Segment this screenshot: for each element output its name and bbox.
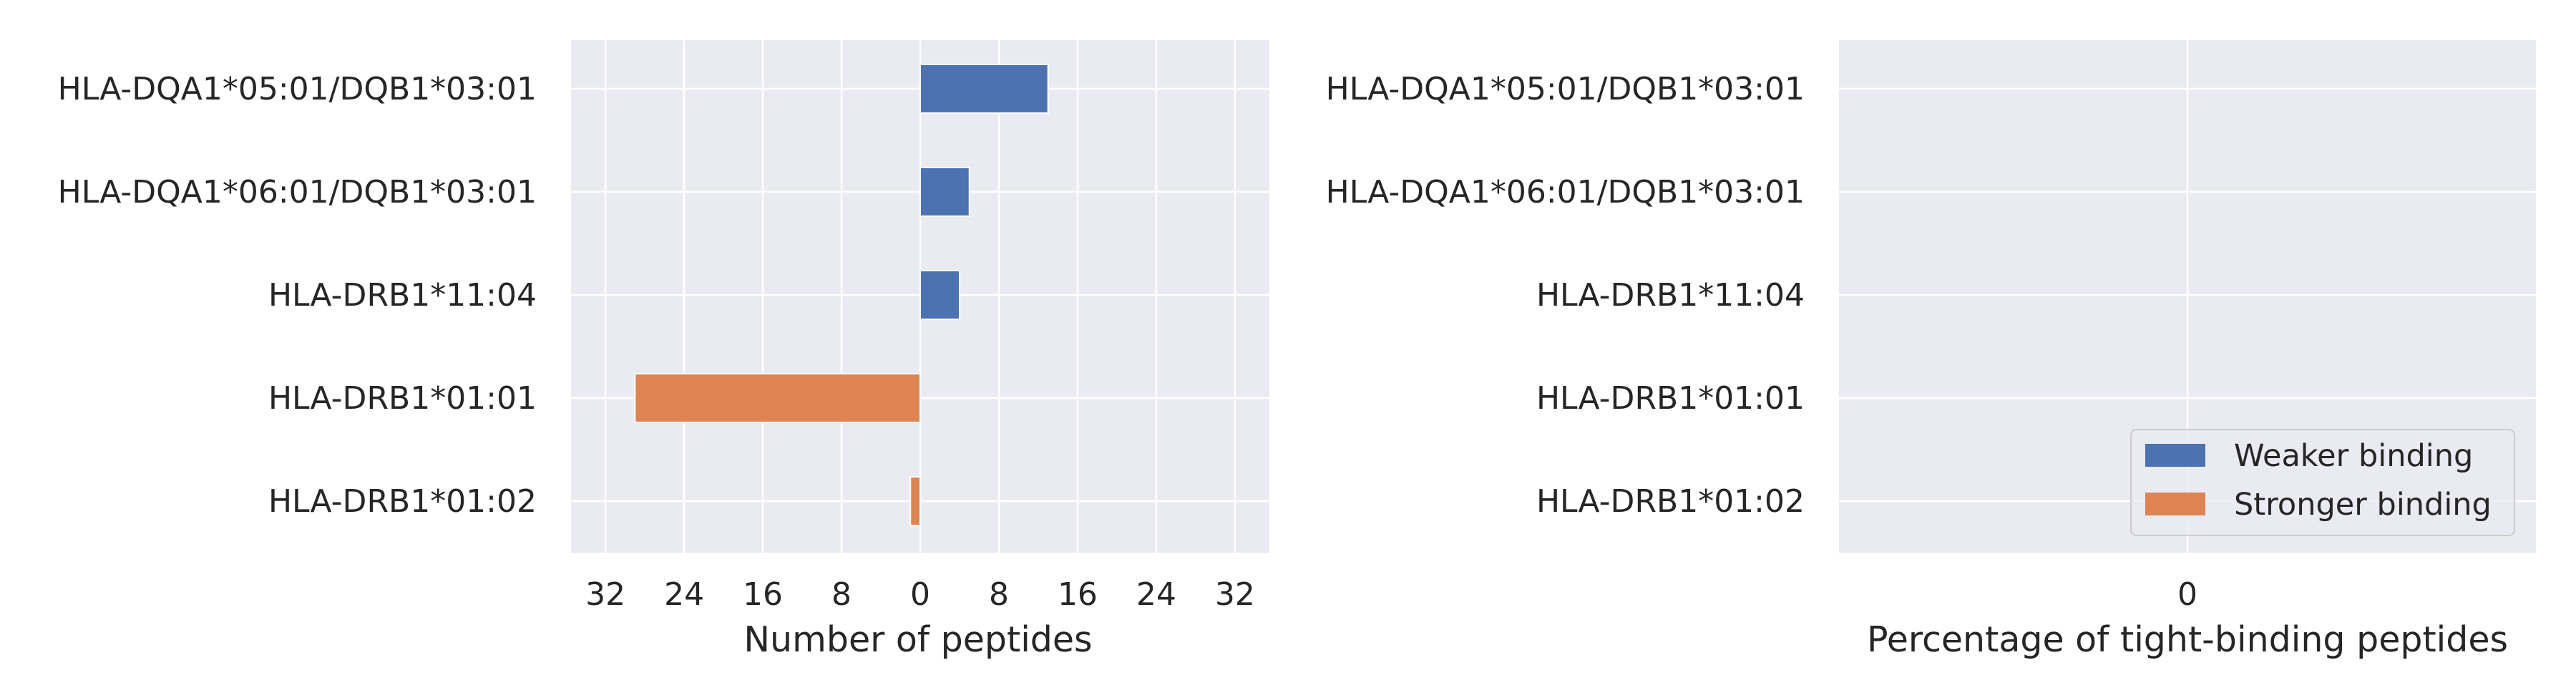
right-y-tick-label: HLA-DRB1*11:04	[1536, 277, 1805, 314]
bar-stronger-binding	[634, 373, 921, 423]
left-x-tick-label: 8	[831, 576, 852, 613]
left-x-tick-label: 32	[585, 576, 625, 613]
right-plot: HLA-DQA1*05:01/DQB1*03:01 HLA-DQA1*06:01/…	[1326, 40, 2536, 660]
left-y-tick-labels: HLA-DQA1*05:01/DQB1*03:01 HLA-DQA1*06:01/…	[58, 71, 537, 520]
legend-label-stronger: Stronger binding	[2234, 487, 2492, 523]
bar-weaker-binding	[919, 270, 960, 320]
legend-swatch-stronger	[2145, 493, 2205, 515]
left-x-tick-label: 24	[664, 576, 704, 613]
left-x-tick-label: 16	[1058, 576, 1098, 613]
right-x-tick-label: 0	[2177, 576, 2197, 613]
left-x-tick-labels: 32 24 16 8 0 8 16 24 32	[585, 576, 1255, 613]
left-plot: HLA-DQA1*05:01/DQB1*03:01 HLA-DQA1*06:01/…	[58, 40, 1269, 660]
left-x-tick-label: 8	[989, 576, 1009, 613]
left-x-tick-label: 32	[1215, 576, 1255, 613]
left-y-tick-label: HLA-DQA1*05:01/DQB1*03:01	[58, 71, 537, 107]
right-y-tick-label: HLA-DQA1*05:01/DQB1*03:01	[1326, 71, 1805, 107]
legend-label-weaker: Weaker binding	[2234, 438, 2473, 474]
left-bars	[634, 64, 1049, 526]
left-x-axis-label: Number of peptides	[743, 619, 1092, 660]
right-y-tick-label: HLA-DQA1*06:01/DQB1*03:01	[1326, 174, 1805, 210]
left-x-tick-label: 24	[1136, 576, 1176, 613]
bar-stronger-binding	[909, 476, 922, 526]
bar-weaker-binding	[919, 167, 970, 217]
left-x-tick-label: 0	[910, 576, 930, 613]
right-y-tick-label: HLA-DRB1*01:02	[1536, 483, 1805, 520]
left-y-tick-label: HLA-DRB1*01:02	[268, 483, 537, 520]
left-y-tick-label: HLA-DQA1*06:01/DQB1*03:01	[58, 174, 537, 210]
left-y-tick-label: HLA-DRB1*11:04	[268, 277, 537, 314]
left-x-tick-label: 16	[743, 576, 783, 613]
right-x-tick-labels: 0	[2177, 576, 2197, 613]
bar-weaker-binding	[919, 64, 1049, 114]
legend-frame	[2130, 429, 2515, 536]
right-y-tick-label: HLA-DRB1*01:01	[1536, 380, 1805, 417]
right-x-axis-label: Percentage of tight-binding peptides	[1867, 619, 2508, 660]
legend-swatch-weaker	[2145, 444, 2205, 467]
legend: Weaker binding Stronger binding	[2130, 429, 2515, 536]
right-y-tick-labels: HLA-DQA1*05:01/DQB1*03:01 HLA-DQA1*06:01/…	[1326, 71, 1805, 520]
left-y-tick-label: HLA-DRB1*01:01	[268, 380, 537, 417]
